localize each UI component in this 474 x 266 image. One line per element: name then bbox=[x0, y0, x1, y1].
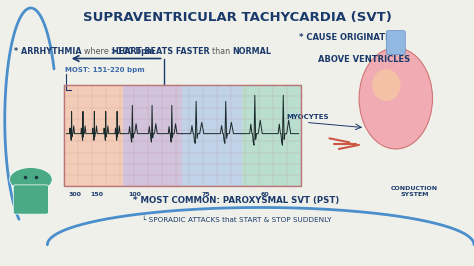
Text: 150: 150 bbox=[91, 192, 104, 197]
Bar bbox=[64, 85, 123, 186]
Text: ABOVE VENTRICLES: ABOVE VENTRICLES bbox=[318, 55, 410, 64]
Text: SUPRAVENTRICULAR TACHYCARDIA (SVT): SUPRAVENTRICULAR TACHYCARDIA (SVT) bbox=[82, 11, 392, 24]
Ellipse shape bbox=[359, 48, 432, 149]
Text: * MOST COMMON: PAROXYSMAL SVT (PST): * MOST COMMON: PAROXYSMAL SVT (PST) bbox=[133, 196, 339, 205]
FancyBboxPatch shape bbox=[13, 185, 48, 214]
Text: *: * bbox=[14, 47, 21, 56]
Bar bbox=[242, 85, 301, 186]
Text: MOST: 151-220 bpm: MOST: 151-220 bpm bbox=[65, 67, 145, 73]
Text: NORMAL: NORMAL bbox=[233, 47, 272, 56]
Bar bbox=[123, 85, 182, 186]
Text: 60: 60 bbox=[261, 192, 269, 197]
Text: HEART BEATS FASTER: HEART BEATS FASTER bbox=[112, 47, 212, 56]
Bar bbox=[64, 85, 301, 186]
Text: 100: 100 bbox=[128, 192, 141, 197]
Text: CONDUCTION
SYSTEM: CONDUCTION SYSTEM bbox=[391, 186, 438, 197]
Text: where: where bbox=[84, 47, 112, 56]
Text: 75: 75 bbox=[201, 192, 210, 197]
Text: 300: 300 bbox=[69, 192, 82, 197]
Text: than: than bbox=[212, 47, 233, 56]
Circle shape bbox=[9, 168, 52, 192]
Ellipse shape bbox=[372, 69, 401, 101]
Text: └ SPORADIC ATTACKS that START & STOP SUDDENLY: └ SPORADIC ATTACKS that START & STOP SUD… bbox=[142, 217, 332, 223]
Text: * CAUSE ORIGINATES: * CAUSE ORIGINATES bbox=[299, 33, 396, 42]
FancyBboxPatch shape bbox=[386, 31, 405, 55]
Bar bbox=[182, 85, 242, 186]
Text: ARRHYTHMIA: ARRHYTHMIA bbox=[21, 47, 84, 56]
Text: MYOCYTES: MYOCYTES bbox=[287, 114, 329, 120]
Text: >100 bpm: >100 bpm bbox=[111, 47, 155, 56]
